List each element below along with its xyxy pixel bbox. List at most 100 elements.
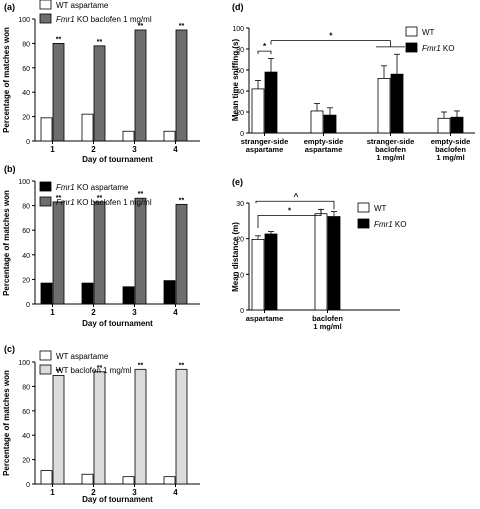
bar (134, 197, 147, 305)
significance-mark: ** (56, 36, 62, 43)
significance-mark: * (329, 32, 333, 41)
y-tick-label: 100 (232, 26, 244, 33)
bar (40, 470, 53, 485)
bar (134, 368, 147, 485)
bar (327, 216, 341, 311)
significance-mark: ** (56, 195, 62, 202)
significance-mark: ** (179, 362, 185, 369)
y-tick-label: 20 (22, 277, 30, 284)
x-tick-label: 2 (91, 488, 96, 497)
bar (377, 78, 391, 134)
legend-label: Fmr1 KO aspartame (56, 183, 129, 192)
bar (251, 88, 265, 134)
x-tick-label: 4 (173, 308, 178, 317)
x-tick-label: 2 (91, 145, 96, 154)
bar (93, 45, 106, 142)
y-tick-label: 60 (22, 66, 30, 73)
x-axis-label: Day of tournament (82, 319, 153, 328)
y-tick-label: 60 (236, 68, 244, 75)
y-tick-label: 40 (236, 89, 244, 96)
x-tick-label: empty-side (304, 137, 344, 146)
x-tick-label: 1 (50, 488, 55, 497)
x-tick-label: 4 (173, 145, 178, 154)
y-tick-label: 20 (22, 458, 30, 465)
panel-e: (e) 0 10 20 30 Mean distance (m) aspartame bacl… (231, 177, 406, 331)
panel-c: (c) 0 20 40 60 80 100 Percentage of matches won… (2, 344, 200, 504)
panel-label: (a) (4, 2, 15, 12)
significance-mark: ** (179, 197, 185, 204)
x-tick-label: 1 mg/ml (376, 153, 404, 162)
panel-label: (c) (4, 344, 15, 354)
legend-label: Fmr1 KO (422, 44, 454, 53)
panel-d: (d) 0 20 40 60 80 100 Mean time sniffing (s) str… (231, 2, 475, 162)
y-tick-label: 100 (18, 360, 30, 367)
legend-swatch (39, 196, 52, 207)
significance-mark: ** (179, 23, 185, 30)
legend-label: Fmr1 KO baclofen 1 mg/ml (56, 198, 152, 207)
y-tick-label: 0 (240, 308, 244, 315)
panel-b: (b) 0 20 40 60 80 100 Percentage of matches won… (2, 164, 200, 328)
panel-a: (a) 0 20 40 60 80 100 Percentage of matches won… (2, 0, 200, 164)
significance-mark: ^ (294, 192, 299, 201)
legend-label: WT baclofen 1 mg/ml (56, 366, 132, 375)
x-tick-label: 4 (173, 488, 178, 497)
y-tick-label: 100 (18, 17, 30, 24)
y-tick-label: 80 (22, 41, 30, 48)
bar (390, 73, 404, 134)
bar (163, 130, 176, 142)
y-tick-label: 20 (22, 115, 30, 122)
bar (40, 282, 53, 305)
x-tick-label: empty-side (431, 137, 471, 146)
legend-swatch (39, 181, 52, 192)
y-tick-label: 10 (236, 272, 244, 279)
y-tick-label: 80 (22, 204, 30, 211)
bar (314, 213, 328, 311)
y-tick-label: 20 (236, 110, 244, 117)
bar (93, 201, 106, 305)
legend-swatch (39, 364, 52, 375)
y-tick-label: 80 (236, 47, 244, 54)
x-tick-label: baclofen (312, 314, 343, 323)
panel-label: (e) (232, 177, 243, 187)
bar (122, 130, 135, 142)
y-tick-label: 60 (22, 409, 30, 416)
significance-mark: ** (97, 195, 103, 202)
x-tick-label: baclofen (375, 145, 406, 154)
y-tick-label: 0 (26, 139, 30, 146)
y-tick-label: 30 (236, 201, 244, 208)
significance-mark: * (288, 206, 292, 215)
bar (323, 114, 337, 134)
legend-label: WT (422, 28, 435, 37)
bar (81, 282, 94, 305)
legend-label: Fmr1 KO baclofen 1 mg/ml (56, 15, 152, 24)
y-tick-label: 80 (22, 384, 30, 391)
x-axis-label: Day of tournament (82, 155, 153, 164)
y-tick-label: 40 (22, 90, 30, 97)
significance-mark: * (263, 42, 267, 51)
legend-swatch (39, 13, 52, 24)
bar (52, 375, 65, 485)
y-tick-label: 100 (18, 179, 30, 186)
legend-swatch (405, 42, 418, 53)
x-axis-label: Day of tournament (82, 495, 153, 504)
y-tick-label: 0 (26, 302, 30, 309)
x-tick-label: 1 (50, 308, 55, 317)
x-tick-label: stranger-side (367, 137, 415, 146)
y-tick-label: 60 (22, 228, 30, 235)
y-axis-label: Percentage of matches won (2, 190, 11, 296)
bar (251, 238, 265, 311)
y-axis-label: Percentage of matches won (2, 370, 11, 476)
x-tick-label: 3 (132, 145, 137, 154)
x-tick-label: 1 (50, 145, 55, 154)
x-tick-label: aspartame (246, 145, 284, 154)
x-tick-label: aspartame (246, 314, 284, 323)
bar (52, 201, 65, 305)
legend-swatch (357, 218, 370, 229)
legend-label: Fmr1 KO (374, 220, 406, 229)
x-tick-label: aspartame (305, 145, 343, 154)
legend-swatch (39, 0, 52, 10)
y-tick-label: 0 (240, 131, 244, 138)
bar (163, 476, 176, 485)
x-tick-label: 1 mg/ml (436, 153, 464, 162)
